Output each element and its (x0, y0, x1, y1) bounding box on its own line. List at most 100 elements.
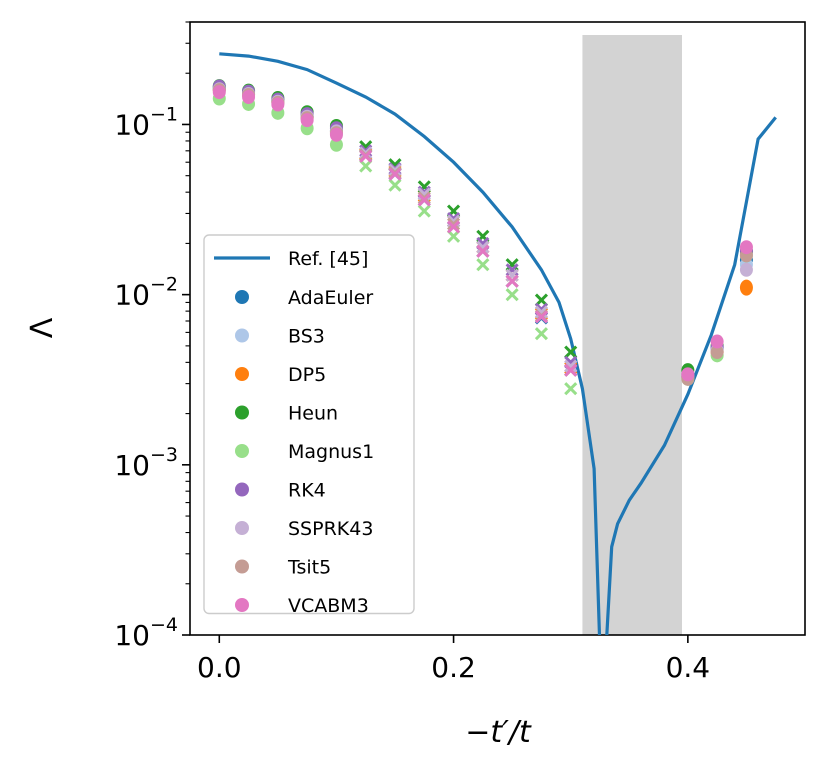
point-cross-stroke (388, 163, 402, 177)
point-vcabm3 (505, 274, 519, 288)
point-tsit5 (447, 217, 461, 231)
point-cross-stroke (505, 274, 519, 288)
point-vcabm3 (739, 240, 753, 255)
point-magnus1 (359, 159, 373, 173)
legend: Ref. [45] AdaEuler BS3 DP5 Heun Magnus1 RK4 SSP… (203, 234, 415, 617)
point-vcabm3 (681, 367, 695, 382)
legend-label-reference: Ref. [45] (288, 248, 368, 270)
point-cross-stroke (359, 149, 373, 163)
point-cross-stroke (505, 288, 519, 302)
point-heun (564, 345, 578, 359)
axes-frame (189, 21, 806, 636)
y-tick-label: 10 (114, 108, 150, 141)
point-vcabm3 (271, 97, 285, 112)
legend-swatch-dp5 (235, 367, 249, 381)
point-vcabm3 (476, 244, 490, 258)
point-vcabm3 (710, 334, 724, 349)
point-magnus1 (534, 327, 548, 341)
shaded-region-layer (582, 35, 682, 635)
point-cross-stroke (505, 258, 519, 272)
legend-label-bs3: BS3 (288, 326, 325, 348)
point-cross-stroke (359, 159, 373, 173)
point-vcabm3 (447, 220, 461, 234)
point-cross-stroke (388, 167, 402, 181)
point-cross-stroke (564, 363, 578, 377)
legend-label-vcabm3: VCABM3 (288, 595, 369, 617)
point-cross-stroke (417, 193, 431, 207)
legend-label-ssprk43: SSPRK43 (288, 518, 373, 540)
y-tick-label: 10 (114, 619, 150, 652)
point-dp5 (739, 279, 753, 296)
point-cross-stroke (534, 305, 548, 319)
point-cross-stroke (447, 217, 461, 231)
point-ssprk43 (739, 262, 753, 277)
point-cross-stroke (476, 258, 490, 272)
point-ssprk43 (476, 240, 490, 254)
legend-box (203, 234, 415, 615)
legend-swatch-ssprk43 (235, 521, 249, 535)
point-cross-stroke (476, 240, 490, 254)
ticks-layer: 0.0 0.2 0.410−110−210−310−4 (114, 21, 711, 684)
point-cross-stroke (447, 220, 461, 234)
point-ssprk43 (534, 305, 548, 319)
point-vcabm3 (388, 167, 402, 181)
point-vcabm3 (534, 310, 548, 324)
point-vcabm3 (417, 193, 431, 207)
point-ssprk43 (388, 163, 402, 177)
x-tick-label: 0.2 (431, 651, 476, 684)
point-vcabm3 (212, 85, 226, 100)
point-vcabm3 (300, 113, 314, 128)
point-cross-stroke (534, 327, 548, 341)
point-vcabm3 (564, 363, 578, 377)
point-vcabm3 (359, 149, 373, 163)
y-tick-label: 10 (114, 279, 150, 312)
legend-swatch-tsit5 (235, 559, 249, 574)
point-tsit5 (710, 345, 724, 360)
point-cross-stroke (564, 345, 578, 359)
legend-label-rk4: RK4 (288, 480, 326, 502)
y-tick-exponent: −4 (150, 614, 178, 636)
point-heun (505, 258, 519, 272)
legend-label-tsit5: Tsit5 (287, 557, 331, 579)
y-tick-exponent: −1 (150, 103, 178, 125)
point-cross-stroke (564, 359, 578, 373)
point-cross-stroke (388, 178, 402, 192)
data-points-layer (212, 79, 753, 396)
legend-label-magnus1: Magnus1 (288, 441, 374, 463)
legend-swatch-vcabm3 (235, 598, 249, 612)
y-tick-exponent: −3 (150, 444, 178, 466)
point-vcabm3 (329, 127, 343, 142)
point-magnus1 (476, 258, 490, 272)
legend-swatch-rk4 (235, 482, 249, 497)
point-magnus1 (329, 137, 343, 152)
y-tick-label: 10 (114, 449, 150, 482)
legend-swatch-adaeuler (235, 290, 249, 304)
reference-line (219, 52, 777, 635)
point-cross-stroke (564, 382, 578, 396)
point-ssprk43 (359, 146, 373, 160)
x-axis-label: −t′/t (465, 715, 532, 750)
point-vcabm3 (242, 89, 256, 104)
legend-label-dp5: DP5 (288, 364, 326, 386)
reference-line-layer (219, 52, 777, 635)
point-magnus1 (564, 382, 578, 396)
axes-frame-layer (189, 21, 806, 636)
y-axis-label: Λ (25, 317, 60, 338)
legend-swatch-heun (235, 405, 249, 420)
shaded-region (582, 35, 682, 635)
y-tick-exponent: −2 (150, 274, 178, 296)
point-magnus1 (505, 288, 519, 302)
legend-label-heun: Heun (288, 403, 338, 425)
point-magnus1 (417, 204, 431, 218)
legend-label-adaeuler: AdaEuler (288, 287, 373, 309)
point-magnus1 (388, 178, 402, 192)
x-tick-label: 0.0 (197, 651, 242, 684)
legend-swatch-bs3 (235, 328, 249, 343)
point-cross-stroke (417, 204, 431, 218)
legend-swatch-magnus1 (235, 444, 249, 458)
point-cross-stroke (359, 146, 373, 160)
x-tick-label: 0.4 (666, 651, 711, 684)
point-ssprk43 (564, 359, 578, 373)
point-cross-stroke (534, 310, 548, 324)
